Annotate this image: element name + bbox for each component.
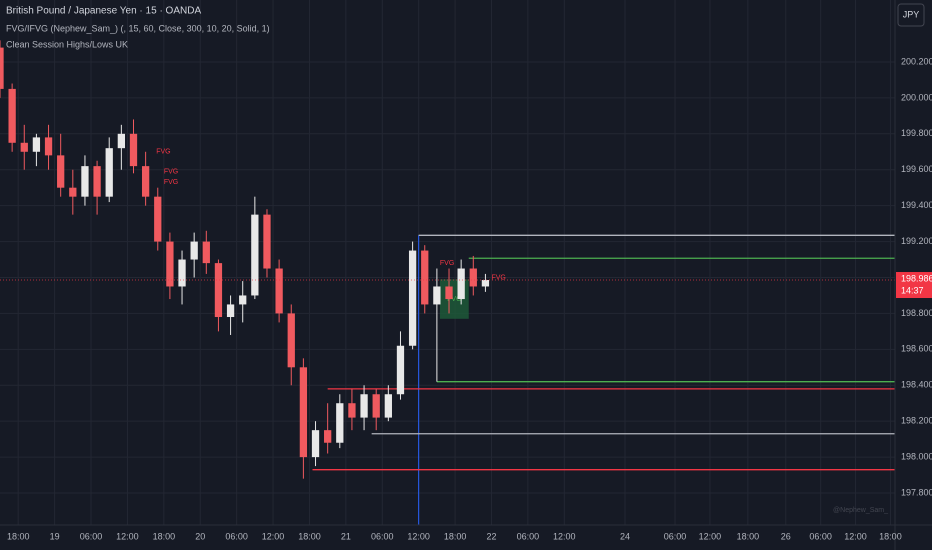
y-tick-label: 200.000 xyxy=(901,92,932,102)
x-tick-label: 24 xyxy=(620,531,630,541)
candle-body xyxy=(214,263,223,318)
candle-body xyxy=(457,268,465,300)
candle-body xyxy=(336,403,344,443)
candle-body xyxy=(469,268,477,287)
candle-body xyxy=(166,241,174,287)
candle-body xyxy=(202,241,210,264)
candle-body xyxy=(239,295,247,305)
fvg-label: FVG xyxy=(491,274,505,281)
candle-body xyxy=(421,250,429,305)
candle-body xyxy=(226,304,235,318)
y-tick-label: 199.400 xyxy=(901,200,932,210)
indicator-label: FVG/IFVG (Nephew_Sam_) (, 15, 60, Close,… xyxy=(6,23,270,33)
candle-body xyxy=(287,313,295,368)
last-price-box xyxy=(896,272,932,299)
x-tick-label: 18:00 xyxy=(298,531,321,541)
x-tick-label: 20 xyxy=(195,531,205,541)
candle-body xyxy=(251,214,259,296)
candle-body xyxy=(275,268,283,314)
x-tick-label: 06:00 xyxy=(517,531,540,541)
candle-body xyxy=(372,394,380,418)
chart-title: British Pound / Japanese Yen · 15 · OAND… xyxy=(6,6,201,17)
candle-body xyxy=(190,241,198,260)
candle-body xyxy=(154,196,162,242)
candle-body xyxy=(69,187,77,197)
candle-body xyxy=(117,133,125,149)
y-tick-label: 198.200 xyxy=(901,416,932,426)
candle-body xyxy=(299,367,308,458)
fvg-zone-label: FVG xyxy=(447,296,461,303)
candle-body xyxy=(105,148,113,197)
candle-body xyxy=(0,47,4,89)
x-tick-label: 12:00 xyxy=(116,531,139,541)
fvg-label: FVG xyxy=(164,168,178,175)
candle-body xyxy=(20,142,28,152)
candle-body xyxy=(348,403,356,418)
candle-body xyxy=(445,286,453,300)
candle-body xyxy=(396,345,405,395)
x-tick-label: 12:00 xyxy=(553,531,576,541)
candle-body xyxy=(311,430,320,458)
fvg-label: FVG xyxy=(156,149,170,156)
candle-body xyxy=(8,88,16,143)
candle-body xyxy=(81,166,89,197)
y-tick-label: 198.600 xyxy=(901,344,932,354)
x-tick-label: 21 xyxy=(341,531,351,541)
y-tick-label: 197.800 xyxy=(901,487,932,497)
candle-body xyxy=(32,137,41,152)
x-tick-label: 12:00 xyxy=(699,531,722,541)
x-tick-label: 18:00 xyxy=(7,531,30,541)
last-price-label: 198.986 xyxy=(901,273,932,283)
x-tick-label: 12:00 xyxy=(844,531,867,541)
candle-body xyxy=(384,394,392,418)
x-tick-label: 22 xyxy=(486,531,496,541)
y-tick-label: 199.800 xyxy=(901,128,932,138)
watermark: @Nephew_Sam_ xyxy=(833,507,888,514)
y-tick-label: 198.400 xyxy=(901,380,932,390)
y-tick-label: 198.000 xyxy=(901,451,932,461)
candle-body xyxy=(129,133,138,167)
y-tick-label: 198.800 xyxy=(901,308,932,318)
x-tick-label: 06:00 xyxy=(809,531,832,541)
candle-body xyxy=(178,259,186,287)
currency-label[interactable]: JPY xyxy=(903,9,920,19)
fvg-label: FVG xyxy=(440,260,454,267)
y-tick-label: 199.600 xyxy=(901,164,932,174)
candle-body xyxy=(263,214,271,269)
currency-button[interactable] xyxy=(897,3,925,27)
x-tick-label: 12:00 xyxy=(407,531,430,541)
x-tick-label: 12:00 xyxy=(262,531,285,541)
candle-body xyxy=(360,394,368,418)
indicator-label: Clean Session Highs/Lows UK xyxy=(6,39,128,49)
x-tick-label: 18:00 xyxy=(444,531,467,541)
countdown-label: 14:37 xyxy=(901,285,924,295)
candle-body xyxy=(408,250,417,346)
candle-body xyxy=(141,166,150,197)
x-tick-label: 19 xyxy=(50,531,60,541)
x-tick-label: 06:00 xyxy=(225,531,248,541)
x-tick-label: 18:00 xyxy=(153,531,176,541)
y-tick-label: 200.200 xyxy=(901,56,932,66)
fvg-label: FVG xyxy=(164,179,178,186)
x-tick-label: 18:00 xyxy=(879,531,902,541)
candle-body xyxy=(57,155,65,188)
x-tick-label: 06:00 xyxy=(371,531,394,541)
candle-body xyxy=(481,280,490,287)
x-tick-label: 06:00 xyxy=(664,531,687,541)
x-tick-label: 26 xyxy=(781,531,791,541)
x-tick-label: 18:00 xyxy=(737,531,760,541)
candle-body xyxy=(433,286,441,305)
x-tick-label: 06:00 xyxy=(80,531,103,541)
plot: FVG FVG FVG FVG FVG FVG xyxy=(0,40,895,525)
candle-body xyxy=(93,166,101,197)
y-tick-label: 199.200 xyxy=(901,236,932,246)
candle-body xyxy=(324,430,332,443)
candle-body xyxy=(44,137,53,156)
